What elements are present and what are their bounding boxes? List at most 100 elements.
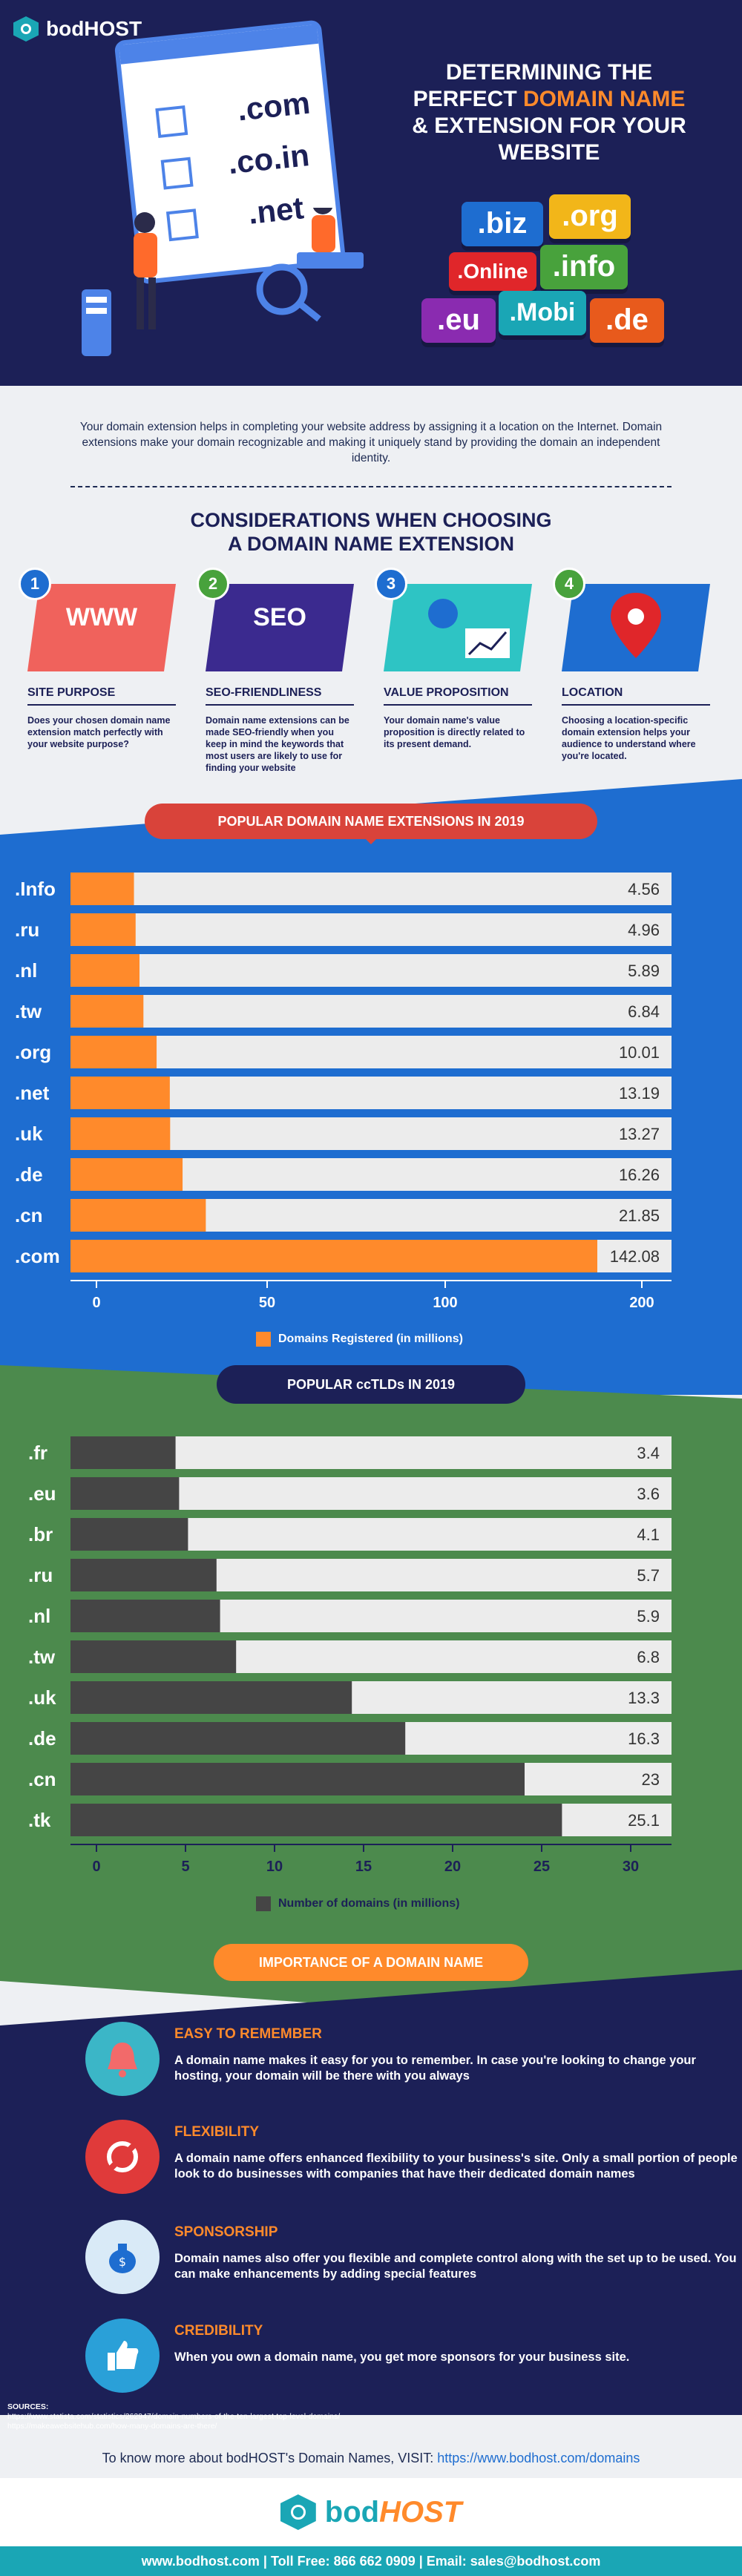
importance-heading: IMPORTANCE OF A DOMAIN NAME <box>214 1944 528 1981</box>
bar <box>70 1036 157 1068</box>
svg-text:$: $ <box>119 2255 126 2269</box>
bar <box>70 954 139 987</box>
globe-chart-icon <box>384 584 532 671</box>
divider <box>70 486 672 487</box>
value-label: 5.9 <box>637 1607 660 1626</box>
tag-eu: .eu <box>421 298 496 343</box>
intro-text: Your domain extension helps in completin… <box>79 421 663 464</box>
importance-desc: Domain names also offer you flexible and… <box>174 2252 737 2281</box>
value-label: 16.26 <box>619 1166 660 1184</box>
category-label: .ru <box>28 1564 53 1586</box>
value-label: 21.85 <box>619 1206 660 1225</box>
importance-flexibility: FLEXIBILITY A domain name offers enhance… <box>85 2120 738 2201</box>
category-label: .cn <box>28 1768 56 1790</box>
importance-title: FLEXIBILITY <box>174 2124 259 2140</box>
brand-logo[interactable]: bodHOST <box>13 16 142 42</box>
chart1-legend: Domains Registered (in millions) <box>256 1332 463 1347</box>
step-number: 4 <box>553 568 585 600</box>
bar <box>70 1240 597 1272</box>
tag-de: .de <box>590 298 664 343</box>
brand-post: HOST <box>379 2495 462 2529</box>
x-tick-label: 15 <box>355 1859 372 1875</box>
importance-desc: When you own a domain name, you get more… <box>174 2350 630 2364</box>
x-tick-label: 5 <box>181 1859 189 1875</box>
tag-org: .org <box>549 194 631 239</box>
bar <box>70 1077 170 1109</box>
category-label: .com <box>15 1245 60 1267</box>
footer-logo[interactable]: bodHOST <box>0 2478 742 2546</box>
importance-sponsorship: $ SPONSORSHIP Domain names also offer yo… <box>85 2220 738 2301</box>
visit-link[interactable]: https://www.bodhost.com/domains <box>437 2451 640 2465</box>
x-tick-label: 0 <box>92 1859 100 1875</box>
bar <box>70 1763 525 1795</box>
chart2-legend: Number of domains (in millions) <box>256 1896 459 1911</box>
thumbs-up-icon <box>85 2319 160 2393</box>
bar <box>70 913 136 946</box>
hero-banner: bodHOST .com .co.in .net DETERMINING THE… <box>0 0 742 386</box>
card-title: LOCATION <box>562 686 710 706</box>
category-label: .net <box>15 1082 50 1104</box>
brand-pre: bod <box>324 2495 380 2529</box>
x-tick-label: 100 <box>433 1295 457 1311</box>
value-label: 6.8 <box>637 1648 660 1666</box>
category-label: .ru <box>15 919 39 941</box>
visit-text: To know more about bodHOST's Domain Name… <box>102 2451 438 2465</box>
value-label: 6.84 <box>628 1002 660 1021</box>
bar-track <box>70 873 672 905</box>
chart1-bars: .Info 4.56 .ru 4.96 .nl 5.89 .tw 6.84 .org 10.01.… <box>15 873 672 1311</box>
importance-desc: A domain name offers enhanced flexibilit… <box>174 2152 738 2181</box>
category-label: .org <box>15 1041 51 1063</box>
money-bag-icon: $ <box>85 2220 160 2294</box>
importance-title: SPONSORSHIP <box>174 2224 278 2240</box>
step-number: 1 <box>19 568 51 600</box>
location-pin-icon <box>562 584 710 671</box>
category-label: .tw <box>15 1000 42 1022</box>
card-desc: Domain name extensions can be made SEO-f… <box>206 715 349 773</box>
sources: SOURCES: https://www.statista.com/statis… <box>7 2402 735 2431</box>
category-label: .nl <box>15 959 37 982</box>
category-label: .tk <box>28 1809 51 1831</box>
source-link[interactable]: https://makeawebsitehub.com/how-many-dom… <box>7 2422 217 2431</box>
source-link[interactable]: https://www.statista.com/statistics/2629… <box>7 2412 341 2421</box>
category-label: .fr <box>28 1442 47 1464</box>
bar <box>70 873 134 905</box>
importance-easy: EASY TO REMEMBER A domain name makes it … <box>85 2022 738 2103</box>
page-title: DETERMINING THE PERFECT DOMAIN NAME & EX… <box>412 60 686 165</box>
value-label: 16.3 <box>628 1729 660 1748</box>
flex-icon <box>85 2120 160 2194</box>
bar <box>70 1681 352 1714</box>
category-label: .cn <box>15 1204 43 1226</box>
legend-label: Domains Registered (in millions) <box>278 1333 463 1345</box>
value-label: 13.3 <box>628 1689 660 1707</box>
browser-ext-coin: .co.in <box>226 137 312 181</box>
category-label: .nl <box>28 1605 50 1627</box>
value-label: 3.6 <box>637 1485 660 1503</box>
value-label: 10.01 <box>619 1043 660 1062</box>
bar <box>70 995 144 1028</box>
bar <box>70 1117 171 1150</box>
value-label: 4.56 <box>628 880 660 898</box>
value-label: 3.4 <box>637 1444 660 1462</box>
importance-credibility: CREDIBILITY When you own a domain name, … <box>85 2319 738 2400</box>
www-icon: WWW <box>27 584 176 671</box>
tag-mobi: .Mobi <box>499 291 586 335</box>
chart2-heading: POPULAR ccTLDs IN 2019 <box>217 1365 525 1404</box>
legend-swatch <box>256 1332 271 1347</box>
chart2-bars: .fr 3.4 .eu 3.6 .br 4.1 .ru 5.7 .nl 5.9 .tw 6.8 .uk 1… <box>28 1436 672 1875</box>
brand-name: bodHOST <box>46 17 142 40</box>
hex-logo-icon <box>13 16 39 42</box>
category-label: .de <box>28 1727 56 1749</box>
bar <box>70 1436 176 1469</box>
x-tick-label: 200 <box>629 1295 654 1311</box>
bar-track <box>70 954 672 987</box>
bar <box>70 1518 188 1551</box>
step-number: 2 <box>197 568 229 600</box>
bar-track <box>70 995 672 1028</box>
tag-biz: .biz <box>462 202 543 246</box>
bar <box>70 1559 217 1591</box>
step-number: 3 <box>375 568 407 600</box>
card-title: SITE PURPOSE <box>27 686 176 706</box>
bar <box>70 1199 206 1232</box>
bar-track <box>70 1077 672 1109</box>
bar <box>70 1804 562 1836</box>
